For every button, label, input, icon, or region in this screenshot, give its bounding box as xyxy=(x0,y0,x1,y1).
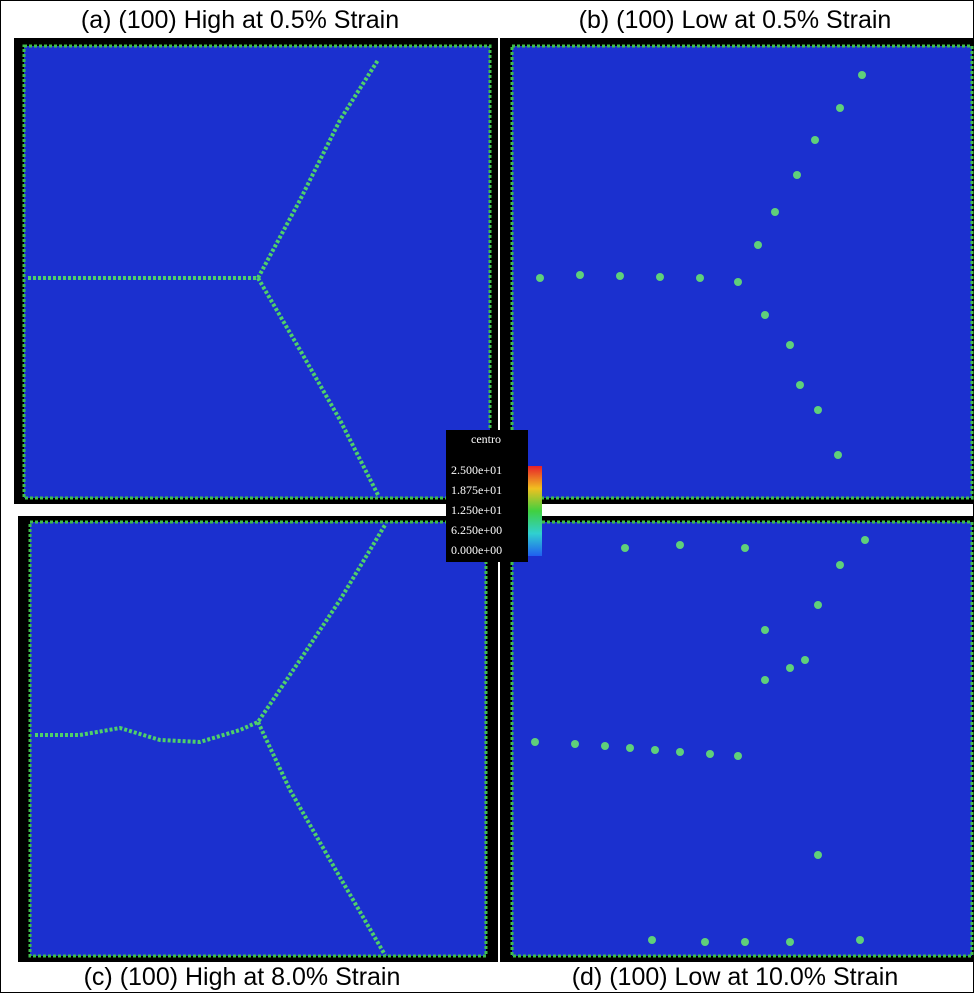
panel-b xyxy=(500,38,974,504)
colorbar: centro 2.500e+01 1.875e+01 1.250e+01 6.2… xyxy=(446,430,542,562)
panel-a xyxy=(14,38,498,504)
caption: (c) (100) High at 8.0% Strain xyxy=(84,963,401,991)
colorbar-label: 6.250e+00 xyxy=(451,523,502,537)
figure: centro 2.500e+01 1.875e+01 1.250e+01 6.2… xyxy=(0,0,974,993)
colorbar-label: 0.000e+00 xyxy=(451,543,502,557)
colorbar-title: centro xyxy=(471,432,501,446)
panel-d xyxy=(500,516,974,962)
panel-c xyxy=(18,516,498,962)
colorbar-label: 1.875e+01 xyxy=(451,483,502,497)
colorbar-label: 1.250e+01 xyxy=(451,503,502,517)
caption: (d) (100) Low at 10.0% Strain xyxy=(572,963,899,991)
colorbar-label: 2.500e+01 xyxy=(451,463,502,477)
caption: (a) (100) High at 0.5% Strain xyxy=(81,6,399,34)
caption: (b) (100) Low at 0.5% Strain xyxy=(579,6,892,34)
